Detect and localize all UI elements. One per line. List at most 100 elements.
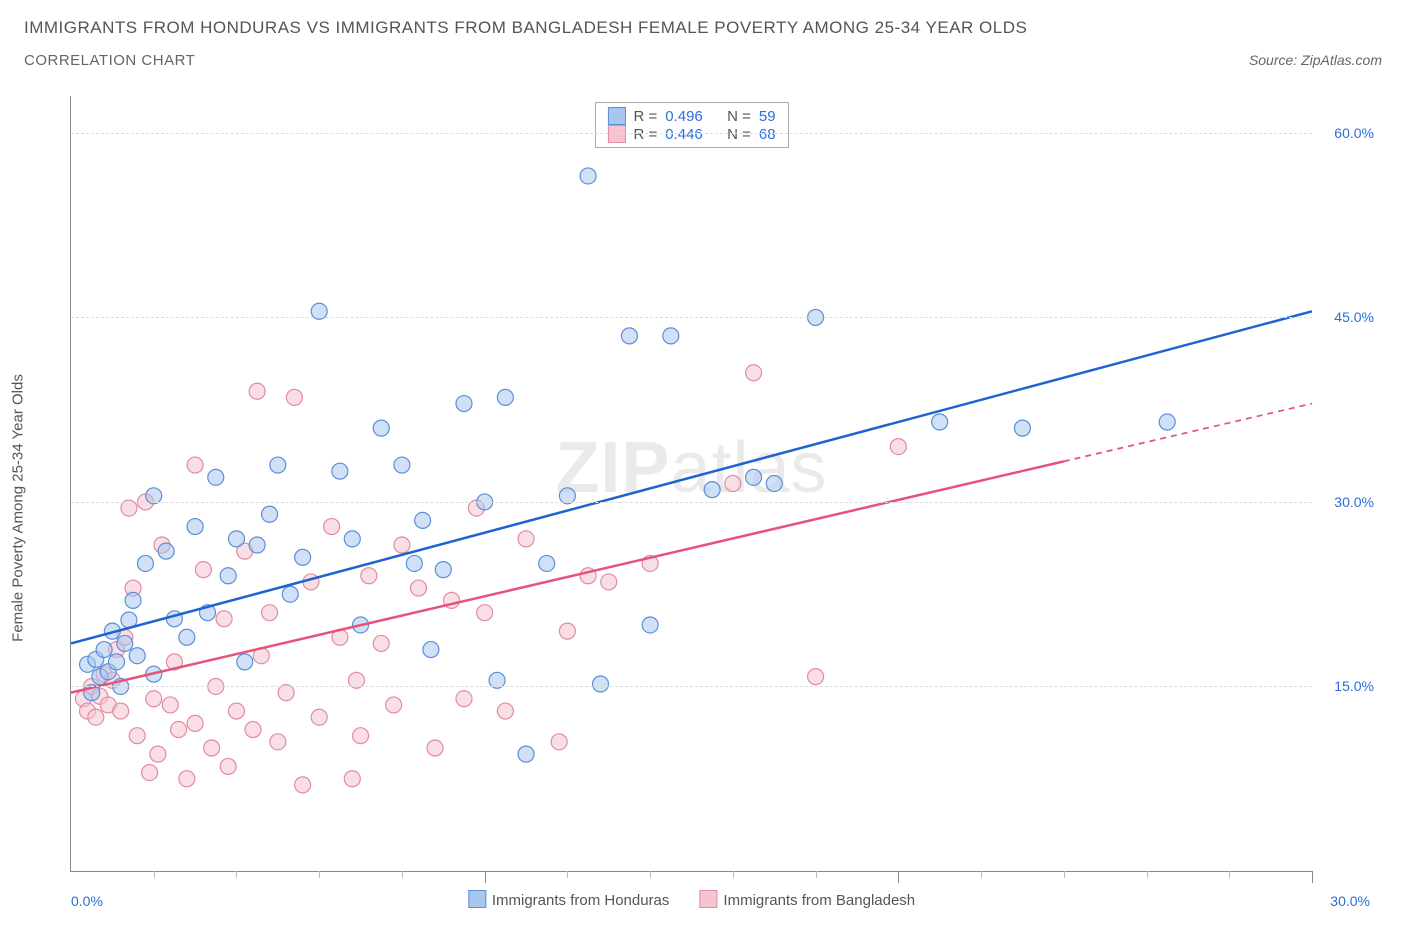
- data-point: [890, 439, 906, 455]
- data-point: [245, 722, 261, 738]
- legend-r-label: R =: [633, 126, 657, 143]
- data-point: [96, 642, 112, 658]
- data-point: [150, 746, 166, 762]
- x-tick-minor: [1229, 871, 1230, 878]
- chart-subtitle: CORRELATION CHART: [24, 52, 195, 69]
- x-tick-minor: [319, 871, 320, 878]
- data-point: [725, 476, 741, 492]
- y-tick-label: 45.0%: [1334, 309, 1374, 325]
- data-point: [518, 531, 534, 547]
- data-point: [361, 568, 377, 584]
- data-point: [282, 586, 298, 602]
- data-point: [394, 537, 410, 553]
- series-legend-item: Immigrants from Bangladesh: [699, 890, 915, 909]
- x-tick-major: [485, 871, 486, 883]
- data-point: [162, 697, 178, 713]
- data-point: [394, 457, 410, 473]
- x-tick-minor: [816, 871, 817, 878]
- legend-swatch: [607, 125, 625, 143]
- data-point: [344, 771, 360, 787]
- y-tick-label: 15.0%: [1334, 678, 1374, 694]
- data-point: [171, 722, 187, 738]
- x-tick-major: [898, 871, 899, 883]
- data-point: [270, 457, 286, 473]
- data-point: [179, 629, 195, 645]
- data-point: [592, 676, 608, 692]
- chart-title: IMMIGRANTS FROM HONDURAS VS IMMIGRANTS F…: [24, 18, 1382, 38]
- gridline: [71, 317, 1312, 318]
- legend-swatch: [699, 890, 717, 908]
- data-point: [435, 562, 451, 578]
- data-point: [109, 654, 125, 670]
- data-point: [249, 537, 265, 553]
- x-tick-minor: [236, 871, 237, 878]
- data-point: [129, 648, 145, 664]
- data-point: [208, 469, 224, 485]
- data-point: [228, 703, 244, 719]
- x-tick-minor: [1147, 871, 1148, 878]
- data-point: [415, 512, 431, 528]
- data-point: [746, 365, 762, 381]
- series-legend-item: Immigrants from Honduras: [468, 890, 670, 909]
- data-point: [295, 549, 311, 565]
- source-label: Source: ZipAtlas.com: [1249, 52, 1382, 68]
- data-point: [187, 715, 203, 731]
- x-max-label: 30.0%: [1330, 893, 1370, 909]
- data-point: [249, 383, 265, 399]
- gridline: [71, 686, 1312, 687]
- legend-swatch: [468, 890, 486, 908]
- legend-row: R = 0.496 N = 59: [607, 107, 775, 125]
- data-point: [551, 734, 567, 750]
- legend-n-label: N =: [727, 126, 751, 143]
- data-point: [353, 728, 369, 744]
- data-point: [324, 519, 340, 535]
- x-tick-minor: [650, 871, 651, 878]
- data-point: [746, 469, 762, 485]
- scatter-layer: [71, 96, 1312, 871]
- data-point: [204, 740, 220, 756]
- data-point: [237, 654, 253, 670]
- data-point: [427, 740, 443, 756]
- data-point: [932, 414, 948, 430]
- data-point: [220, 568, 236, 584]
- data-point: [642, 617, 658, 633]
- data-point: [518, 746, 534, 762]
- data-point: [228, 531, 244, 547]
- data-point: [559, 623, 575, 639]
- series-name: Immigrants from Bangladesh: [723, 892, 915, 909]
- data-point: [373, 635, 389, 651]
- data-point: [216, 611, 232, 627]
- data-point: [386, 697, 402, 713]
- data-point: [332, 463, 348, 479]
- legend-n-label: N =: [727, 108, 751, 125]
- data-point: [179, 771, 195, 787]
- data-point: [295, 777, 311, 793]
- data-point: [187, 519, 203, 535]
- x-tick-minor: [402, 871, 403, 878]
- plot-area: ZIPatlas R = 0.496 N = 59R = 0.446 N = 6…: [70, 96, 1312, 872]
- data-point: [146, 691, 162, 707]
- series-legend: Immigrants from Honduras Immigrants from …: [468, 890, 915, 909]
- data-point: [423, 642, 439, 658]
- chart-container: Female Poverty Among 25-34 Year Olds ZIP…: [48, 96, 1382, 920]
- legend-n-value: 68: [759, 126, 776, 143]
- data-point: [142, 765, 158, 781]
- data-point: [766, 476, 782, 492]
- data-point: [410, 580, 426, 596]
- data-point: [704, 482, 720, 498]
- data-point: [88, 709, 104, 725]
- trend-line: [71, 311, 1312, 643]
- data-point: [311, 709, 327, 725]
- data-point: [456, 396, 472, 412]
- data-point: [477, 605, 493, 621]
- data-point: [195, 562, 211, 578]
- data-point: [187, 457, 203, 473]
- legend-r-value: 0.446: [665, 126, 703, 143]
- data-point: [497, 389, 513, 405]
- data-point: [601, 574, 617, 590]
- data-point: [129, 728, 145, 744]
- y-tick-label: 60.0%: [1334, 125, 1374, 141]
- data-point: [117, 635, 133, 651]
- data-point: [663, 328, 679, 344]
- data-point: [580, 168, 596, 184]
